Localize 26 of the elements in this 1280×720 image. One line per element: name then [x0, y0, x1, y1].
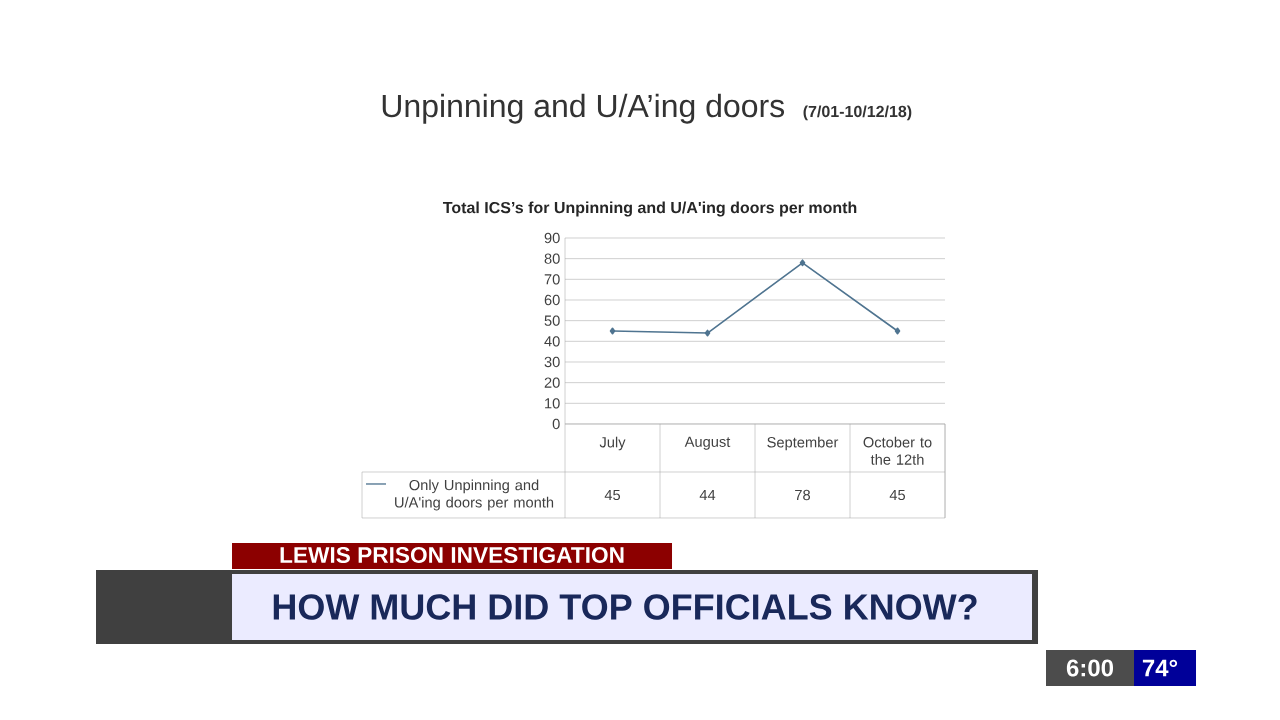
data-label: 45 — [889, 489, 906, 501]
text: LEWIS PRISON INVESTIGATION — [280, 546, 624, 564]
text: Total ICS’s for Unpinning and U/A'ing doors per month — [442, 201, 857, 217]
y-tick-label: 60 — [544, 294, 560, 306]
y-tick-label: 10 — [545, 398, 560, 409]
y-tick-label: 20 — [544, 377, 560, 388]
x-tick-label: August — [684, 436, 731, 450]
y-tick-label: 0 — [552, 418, 560, 430]
data-label: 78 — [795, 489, 811, 501]
y-tick-label: 50 — [544, 315, 560, 326]
data-label: 44 — [699, 489, 716, 501]
chart-subtitle: (7/01-10/12/18) — [803, 105, 912, 121]
text: 6:00 — [1066, 659, 1114, 677]
y-tick-label: 40 — [544, 336, 560, 347]
text: 74° — [1142, 659, 1178, 677]
y-tick-label: 80 — [544, 253, 560, 264]
y-tick-label: 90 — [544, 232, 560, 244]
x-tick-label: July — [599, 436, 626, 451]
legend-label: Only Unpinning and U/A'ing doors per month — [395, 479, 554, 511]
data-label: 45 — [604, 489, 621, 501]
x-tick-label: September — [767, 436, 839, 451]
y-tick-label: 30 — [544, 356, 560, 368]
x-tick-label: October to the 12th — [863, 436, 932, 465]
y-tick-label: 70 — [544, 274, 560, 285]
chart-title: Unpinning and U/A’ing doors — [382, 93, 785, 124]
text: HOW MUCH DID TOP OFFICIALS KNOW? — [273, 594, 977, 620]
